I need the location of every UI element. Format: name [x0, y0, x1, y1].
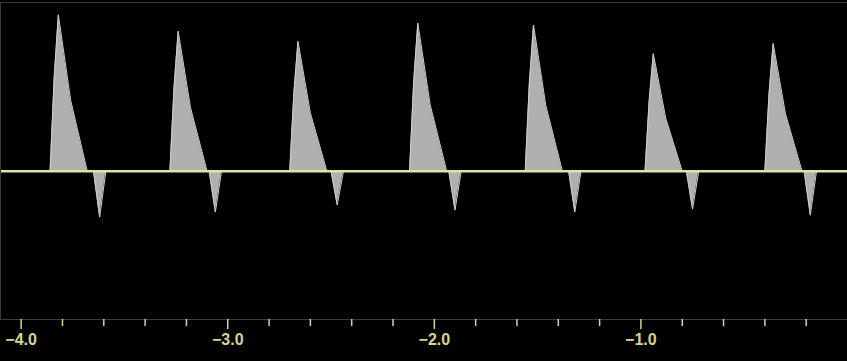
svg-text:−1.0: −1.0 [625, 331, 657, 348]
svg-text:−2.0: −2.0 [419, 331, 451, 348]
svg-text:−3.0: −3.0 [212, 331, 244, 348]
svg-text:−4.0: −4.0 [5, 331, 37, 348]
